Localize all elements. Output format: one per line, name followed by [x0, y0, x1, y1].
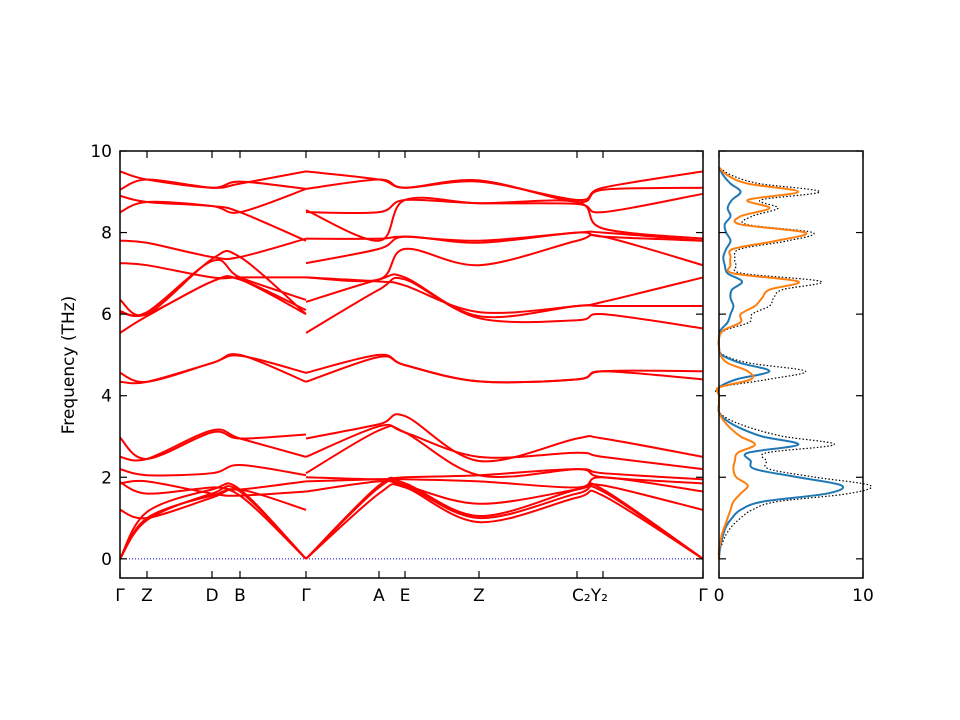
phonon-band-14	[305, 276, 704, 314]
phonon-band-11	[305, 353, 704, 384]
phonon-band-6	[305, 468, 704, 485]
dos-plot: 0 10	[714, 150, 874, 606]
phonon-band-19	[119, 187, 307, 214]
phonon-band-3	[119, 482, 307, 560]
phonon-band-1	[119, 489, 307, 560]
kpoint-label: Z	[141, 586, 153, 606]
phonon-band-21	[119, 170, 307, 190]
dos-curve-total	[714, 166, 873, 559]
kpoint-label: E	[400, 586, 411, 606]
y-tick-label: 0	[101, 550, 112, 570]
phonon-band-3	[305, 476, 704, 560]
phonon-band-15	[119, 250, 307, 317]
phonon-band-7	[305, 425, 704, 481]
phonon-band-21	[305, 170, 704, 201]
phonon-band-19	[305, 192, 704, 242]
kpoint-label: Γ	[115, 586, 125, 606]
dos-curve-projection-2	[715, 166, 808, 559]
kpoint-label: Γ	[301, 586, 311, 606]
phonon-band-8	[119, 428, 307, 462]
phonon-band-9	[119, 430, 307, 460]
y-axis-label: Frequency (THz)	[59, 296, 79, 435]
y-tick-label: 8	[101, 224, 112, 244]
phonon-band-16	[119, 262, 306, 280]
kpoint-label: Γ	[698, 586, 708, 606]
kpoint-label: B	[234, 586, 246, 606]
band-plot-frame	[119, 150, 704, 579]
phonon-band-4	[305, 480, 704, 511]
phonon-band-2	[305, 478, 704, 560]
phonon-band-5	[119, 479, 307, 497]
phonon-band-16	[305, 231, 704, 265]
phonon-band-1	[305, 483, 704, 560]
kpoint-label: Z	[473, 586, 485, 606]
kpoint-label: A	[373, 586, 385, 606]
phonon-band-11	[119, 354, 307, 383]
y-tick-label: 2	[101, 468, 112, 488]
kpoint-label: D	[205, 586, 218, 606]
dos-curve-projection-1	[716, 166, 845, 559]
y-tick-label: 6	[101, 305, 112, 325]
phonon-band-17	[305, 230, 704, 242]
phonon-band-9	[305, 413, 704, 463]
phonon-band-7	[119, 464, 307, 477]
dos-plot-frame	[718, 150, 864, 579]
kpoint-label: C₂Y₂	[572, 586, 608, 606]
y-tick-label: 10	[90, 142, 112, 162]
phonon-band-6	[119, 480, 307, 495]
phonon-band-17	[119, 237, 307, 261]
phonon-band-12	[305, 276, 704, 334]
dos-x-tick-label: 0	[714, 586, 725, 606]
dos-x-tick-label: 10	[852, 586, 874, 606]
y-tick-label: 4	[101, 387, 112, 407]
phonon-band-8	[305, 423, 704, 471]
